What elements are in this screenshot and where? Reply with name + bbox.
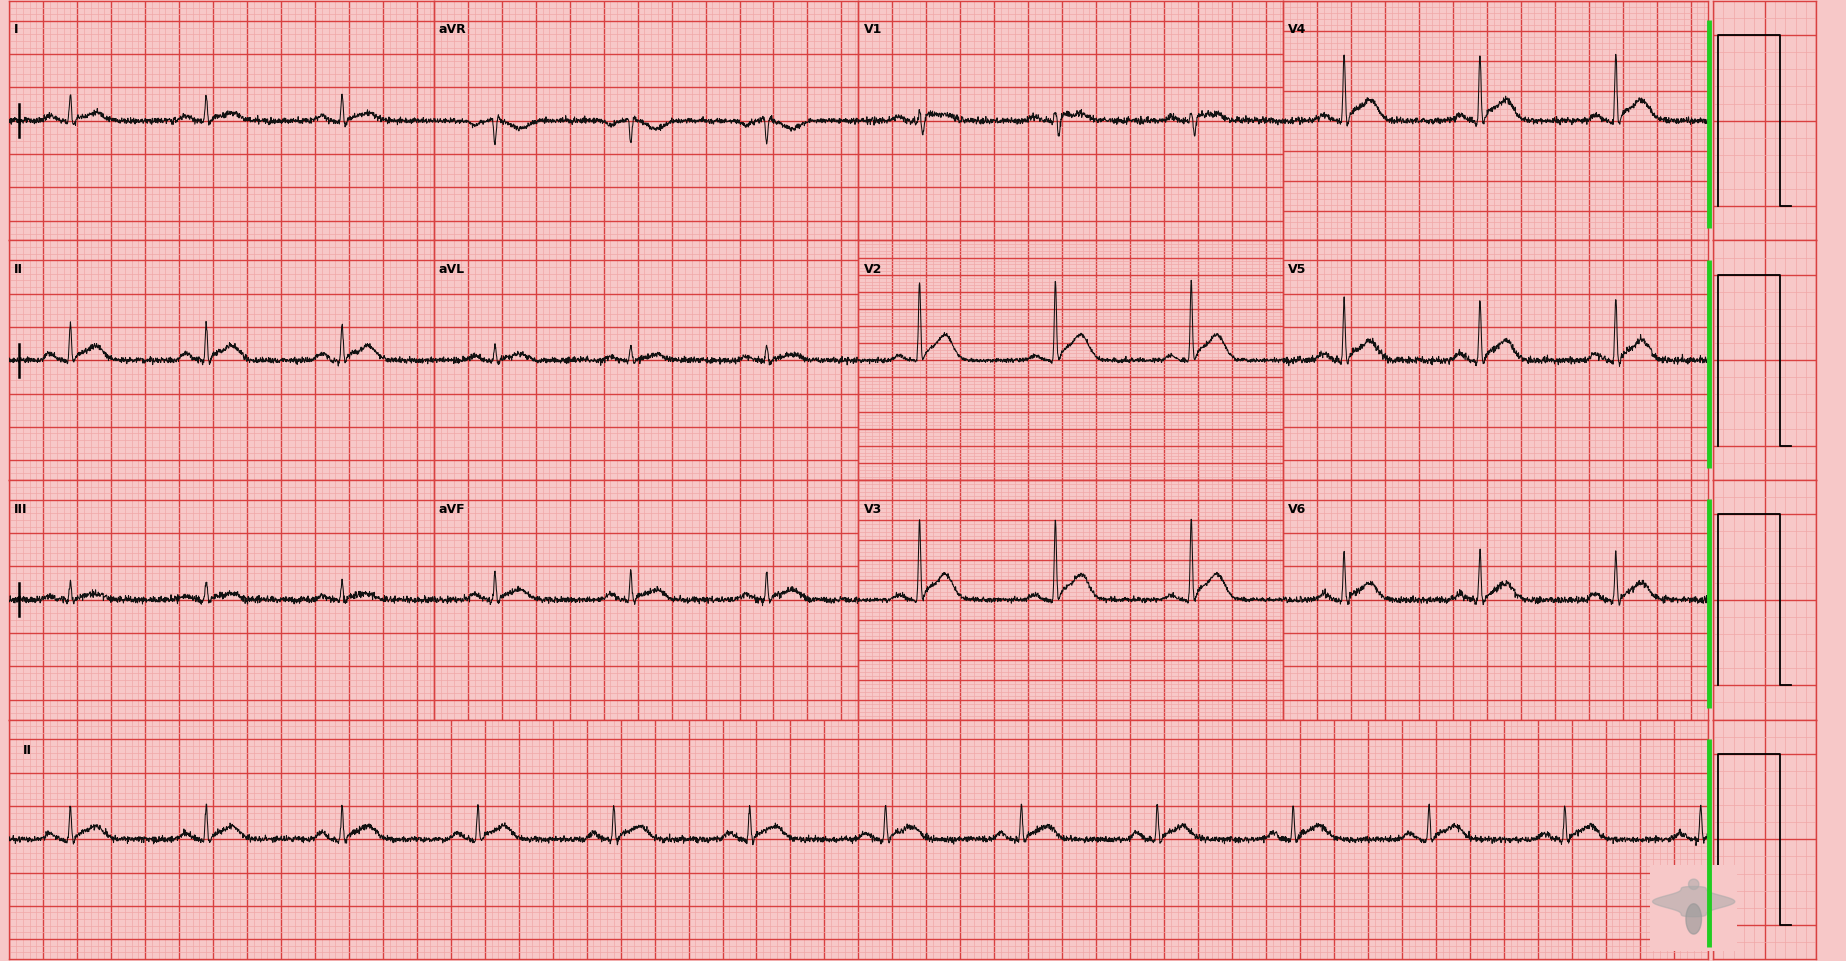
Text: V4: V4 [1289, 23, 1307, 37]
Text: V1: V1 [864, 23, 882, 37]
Text: II: II [22, 743, 31, 756]
Text: V3: V3 [864, 502, 882, 515]
Text: I: I [15, 23, 18, 37]
Polygon shape [1652, 887, 1735, 917]
Text: V6: V6 [1289, 502, 1307, 515]
Text: II: II [15, 262, 24, 276]
Text: III: III [15, 502, 28, 515]
Polygon shape [1689, 879, 1698, 890]
Text: aVL: aVL [439, 262, 465, 276]
Text: V2: V2 [864, 262, 882, 276]
Polygon shape [1685, 904, 1702, 934]
Text: V5: V5 [1289, 262, 1307, 276]
Text: aVF: aVF [439, 502, 465, 515]
Text: aVR: aVR [439, 23, 467, 37]
